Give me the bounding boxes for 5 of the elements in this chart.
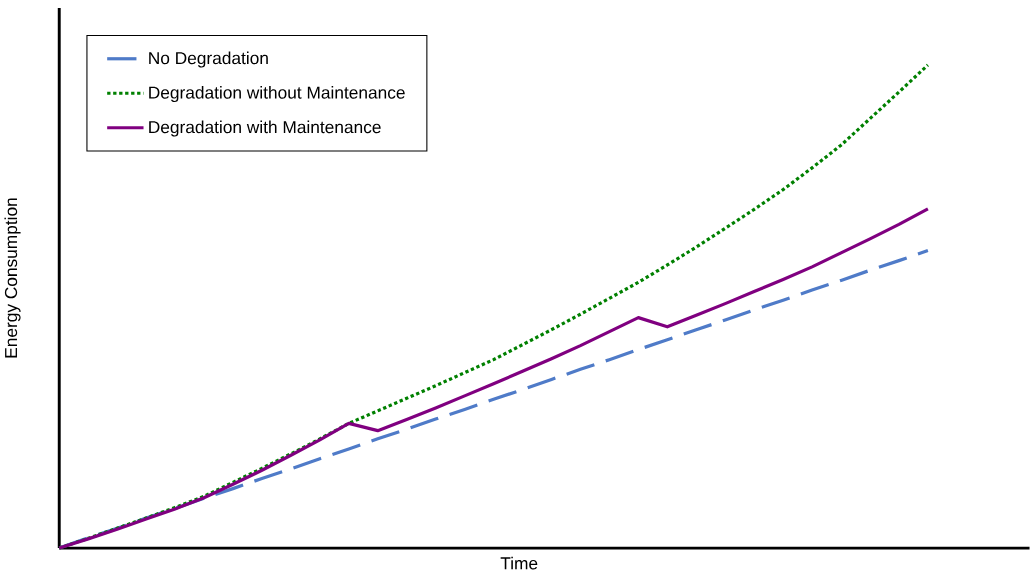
legend-label: Degradation with Maintenance	[149, 120, 381, 137]
x-axis-title: Time	[500, 556, 538, 570]
y-axis-title: Energy Consumption	[4, 198, 21, 358]
legend-label: Degradation without Maintenance	[149, 86, 405, 103]
legend-label: No Degradation	[149, 51, 268, 68]
